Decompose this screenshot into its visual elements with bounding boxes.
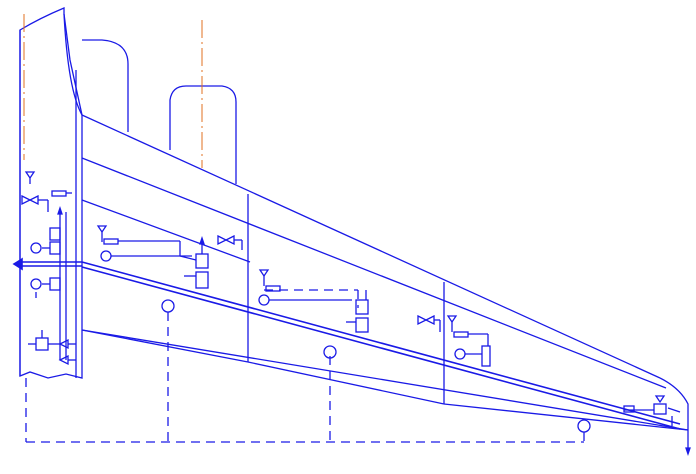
engine-nacelle-outboard [169, 85, 237, 184]
main-fuel-gallery [12, 257, 681, 430]
engine-nacelle-inboard [82, 39, 129, 132]
construction-centerlines [23, 14, 203, 168]
fuselage-components [21, 171, 76, 366]
fuselage-outline [19, 7, 83, 379]
vent-line-dashed [25, 289, 585, 443]
outboard-bay-components [417, 314, 491, 367]
wingtip-components [623, 395, 691, 457]
mid-bay-components [258, 269, 369, 333]
wing-outline [81, 114, 689, 431]
inboard-bay-components [96, 225, 243, 289]
